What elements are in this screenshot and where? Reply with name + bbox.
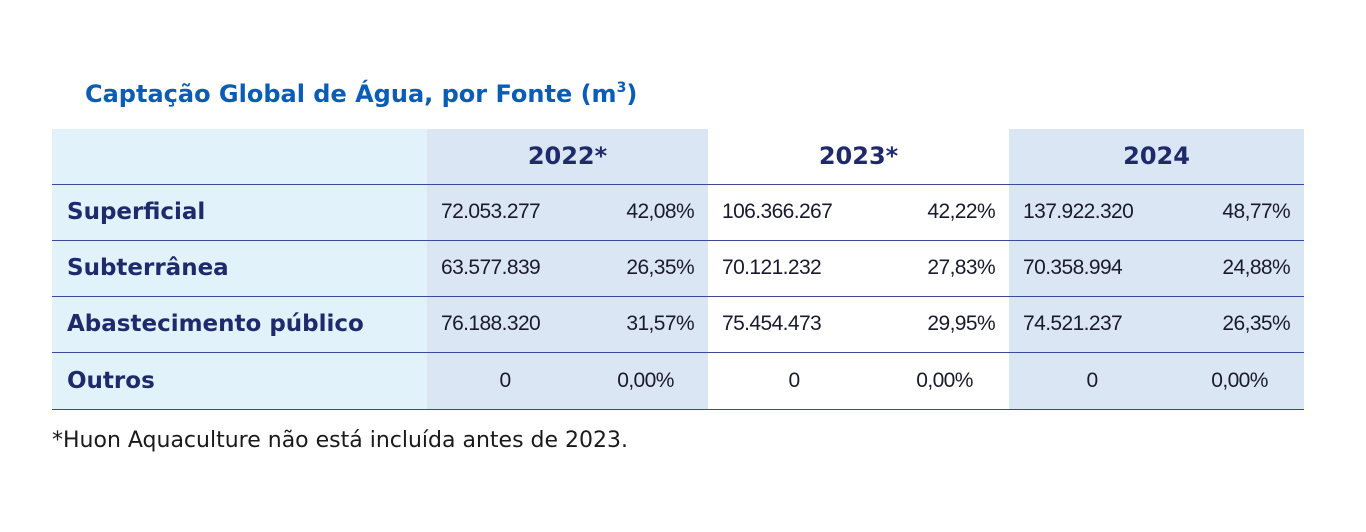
cell-volume: 0 [427,352,583,410]
row-label-subterranea: Subterrânea [52,240,427,297]
cell-volume: 70.358.994 [1009,240,1176,297]
header-year-2024: 2024 [1009,129,1305,185]
cell-volume: 106.366.267 [708,184,881,241]
water-withdrawal-table: 2022* 2023* 2024 Superficial 72.053.277 … [52,129,1305,410]
header-year-2023: 2023* [708,129,1010,185]
cell-volume: 0 [1009,352,1176,410]
cell-volume: 63.577.839 [427,240,583,297]
header-row: 2022* 2023* 2024 [52,129,1305,185]
table-title-suffix: ) [626,80,638,108]
cell-percent: 26,35% [583,240,709,297]
cell-volume: 72.053.277 [427,184,583,241]
cell-percent: 27,83% [880,240,1010,297]
table-row: Superficial 72.053.277 42,08% 106.366.26… [52,184,1305,241]
table-row: Abastecimento público 76.188.320 31,57% … [52,296,1305,353]
cell-percent: 42,08% [583,184,709,241]
table-row: Subterrânea 63.577.839 26,35% 70.121.232… [52,240,1305,297]
table-title-text: Captação Global de Água, por Fonte (m [85,80,617,108]
row-label-abastecimento-publico: Abastecimento público [52,296,427,353]
cell-volume: 74.521.237 [1009,296,1176,353]
cell-volume: 70.121.232 [708,240,881,297]
cell-volume: 76.188.320 [427,296,583,353]
header-empty-cell [52,129,427,185]
cell-volume: 137.922.320 [1009,184,1176,241]
cell-percent: 29,95% [880,296,1010,353]
cell-percent: 48,77% [1175,184,1305,241]
cell-volume: 0 [708,352,881,410]
cell-percent: 0,00% [1175,352,1305,410]
cell-percent: 0,00% [583,352,709,410]
cell-percent: 31,57% [583,296,709,353]
cell-volume: 75.454.473 [708,296,881,353]
table-title: Captação Global de Água, por Fonte (m3) [85,80,637,108]
row-label-outros: Outros [52,352,427,410]
cell-percent: 26,35% [1175,296,1305,353]
data-table: 2022* 2023* 2024 Superficial 72.053.277 … [52,129,1305,410]
cell-percent: 42,22% [880,184,1010,241]
cell-percent: 24,88% [1175,240,1305,297]
header-year-2022: 2022* [427,129,709,185]
table-title-superscript: 3 [616,80,627,96]
footnote: *Huon Aquaculture não está incluída ante… [52,428,628,453]
cell-percent: 0,00% [880,352,1010,410]
table-row: Outros 0 0,00% 0 0,00% 0 0,00% [52,352,1305,410]
row-label-superficial: Superficial [52,184,427,241]
